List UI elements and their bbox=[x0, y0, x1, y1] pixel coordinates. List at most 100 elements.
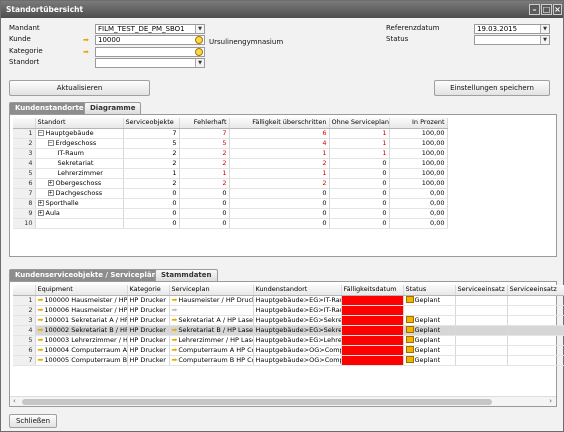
einstellungen-speichern-button[interactable]: Einstellungen speichern bbox=[434, 80, 550, 96]
expand-icon[interactable]: + bbox=[47, 179, 54, 186]
column-header[interactable]: Serviceeinsatz bbox=[507, 285, 564, 296]
choose-from-list-icon[interactable] bbox=[195, 48, 203, 56]
expand-icon[interactable]: + bbox=[37, 199, 44, 206]
table-row[interactable]: 4 ➡100002 Sekretariat B / HP HP Drucker ➡Se… bbox=[13, 325, 564, 336]
link-arrow-icon[interactable]: ➡ bbox=[37, 305, 44, 314]
status-icon bbox=[405, 346, 414, 353]
link-arrow-icon[interactable]: ➡ bbox=[171, 345, 178, 354]
table-row[interactable]: 9 + Aula 0 0 0 0 0,00 bbox=[13, 208, 448, 219]
choose-from-list-icon[interactable] bbox=[195, 36, 203, 44]
standort-name: Lehrerzimmer bbox=[57, 168, 103, 177]
column-header[interactable]: Kundenstandort bbox=[253, 285, 342, 296]
serviceobjekte-cell: 0 bbox=[123, 188, 180, 199]
link-arrow-icon[interactable]: ➡ bbox=[37, 345, 44, 354]
table-row[interactable]: 6 ➡100004 Computerraum A H HP Drucker ➡Comp… bbox=[13, 345, 564, 356]
kategorie-input[interactable] bbox=[95, 47, 205, 57]
column-header[interactable]: In Prozent bbox=[389, 118, 448, 129]
serviceobjekte-cell: 2 bbox=[123, 148, 180, 159]
serviceeinsatz-cell bbox=[507, 335, 564, 346]
chevron-down-icon[interactable]: ▼ bbox=[540, 36, 549, 44]
fehlerhaft-cell: 0 bbox=[179, 198, 230, 209]
table-row[interactable]: 5 ➡100003 Lehrerzimmer / HP HP Drucker ➡Leh… bbox=[13, 335, 564, 346]
link-arrow-icon[interactable]: ➡ bbox=[37, 325, 44, 334]
chevron-down-icon[interactable]: ▼ bbox=[540, 25, 549, 33]
table-row[interactable]: 7 ➡100005 Computerraum B H HP Drucker ➡Comp… bbox=[13, 355, 564, 366]
table-row[interactable]: 2− Erdgeschoss 5 5 4 1 100,00 bbox=[13, 138, 448, 149]
mandant-select[interactable]: FILM_TEST_DE_PM_SBO1 ▼ bbox=[95, 24, 205, 34]
standort-name: Sekretariat bbox=[57, 158, 94, 167]
link-arrow-icon[interactable]: ➡ bbox=[83, 48, 89, 56]
table-row[interactable]: 1 ➡100000 Hausmeister / HP HP Drucker ➡Haus… bbox=[13, 295, 564, 306]
horizontal-scrollbar[interactable]: ‹ › bbox=[10, 396, 556, 406]
referenzdatum-input[interactable]: 19.03.2015 ▼ bbox=[474, 24, 550, 34]
status-cell: Geplant bbox=[403, 315, 456, 326]
table-row[interactable]: 6 + Obergeschoss 2 2 2 0 100,00 bbox=[13, 178, 448, 189]
schliessen-button[interactable]: Schließen bbox=[9, 414, 57, 428]
serviceplan-cell: ➡Sekretariat B / HP Lase bbox=[169, 325, 254, 336]
close-icon[interactable]: × bbox=[553, 4, 562, 15]
tab-diagramme[interactable]: Diagramme bbox=[84, 102, 142, 114]
standorte-table: Standort Serviceobjekte Fehlerhaft Fälli… bbox=[13, 118, 448, 229]
table-row[interactable]: 8 + Sporthalle 0 0 0 0 0,00 bbox=[13, 198, 448, 209]
aktualisieren-button[interactable]: Aktualisieren bbox=[9, 80, 150, 96]
link-arrow-icon[interactable]: ➡ bbox=[83, 36, 89, 44]
link-arrow-icon[interactable]: ➡ bbox=[37, 355, 44, 364]
scroll-right-icon[interactable]: › bbox=[549, 397, 552, 405]
column-header[interactable]: Fälligkeit überschritten bbox=[229, 118, 330, 129]
serviceobjekte-cell: 2 bbox=[123, 178, 180, 189]
column-header[interactable]: Serviceeinsatz bbox=[455, 285, 508, 296]
link-arrow-icon[interactable]: ➡ bbox=[37, 295, 44, 304]
table-row[interactable]: 1− Hauptgebäude 7 7 6 1 100,00 bbox=[13, 128, 448, 139]
column-header[interactable]: Ohne Serviceplan bbox=[329, 118, 390, 129]
column-header[interactable]: Kategorie bbox=[127, 285, 170, 296]
link-arrow-icon[interactable]: ➡ bbox=[37, 315, 44, 324]
table-row[interactable]: 2 ➡100006 Hausmeister / HP HP Drucker ➡ Haup… bbox=[13, 305, 564, 316]
table-row[interactable]: 10 0 0 0 0 0,00 bbox=[13, 218, 448, 229]
link-arrow-icon[interactable]: ➡ bbox=[171, 315, 178, 324]
equipment-value: 100004 Computerraum A H bbox=[44, 345, 127, 354]
table-row[interactable]: 4 Sekretariat 2 2 2 0 100,00 bbox=[13, 158, 448, 169]
expand-icon[interactable]: + bbox=[37, 209, 44, 216]
status-value: Geplant bbox=[414, 295, 441, 304]
link-arrow-icon[interactable]: ➡ bbox=[37, 335, 44, 344]
fehlerhaft-cell: 5 bbox=[179, 138, 230, 149]
serviceplan-cell: ➡Computerraum B HP Co bbox=[169, 355, 254, 366]
expand-icon[interactable]: + bbox=[47, 189, 54, 196]
row-number: 7 bbox=[13, 355, 36, 366]
column-header[interactable]: Serviceplan bbox=[169, 285, 254, 296]
table-row[interactable]: 7 + Dachgeschoss 0 0 0 0 0,00 bbox=[13, 188, 448, 199]
tab-kundenstandorte[interactable]: Kundenstandorte bbox=[9, 102, 90, 114]
collapse-icon[interactable]: − bbox=[47, 139, 54, 146]
fehlerhaft-cell: 0 bbox=[179, 218, 230, 229]
link-arrow-icon[interactable]: ➡ bbox=[171, 295, 178, 304]
table-row[interactable]: 5 Lehrerzimmer 1 1 1 0 100,00 bbox=[13, 168, 448, 179]
scroll-left-icon[interactable]: ‹ bbox=[13, 397, 16, 405]
link-arrow-icon[interactable]: ➡ bbox=[171, 305, 178, 314]
link-arrow-icon[interactable]: ➡ bbox=[171, 335, 178, 344]
collapse-icon[interactable]: − bbox=[37, 129, 44, 136]
table-row[interactable]: 3 IT-Raum 2 2 1 1 100,00 bbox=[13, 148, 448, 159]
status-value: Geplant bbox=[414, 325, 441, 334]
column-header[interactable]: Status bbox=[403, 285, 456, 296]
kunde-input[interactable]: 10000 bbox=[95, 35, 205, 45]
column-header[interactable]: Fälligkeitsdatum bbox=[341, 285, 404, 296]
minimize-icon[interactable]: – bbox=[529, 4, 540, 15]
tab-stammdaten[interactable]: Stammdaten bbox=[155, 269, 218, 281]
scrollbar-thumb[interactable] bbox=[22, 399, 492, 405]
table-row[interactable]: 3 ➡100001 Sekretariat A / HP HP Drucker ➡Se… bbox=[13, 315, 564, 326]
mandant-value: FILM_TEST_DE_PM_SBO1 bbox=[98, 25, 185, 33]
status-select[interactable]: ▼ bbox=[474, 35, 550, 45]
link-arrow-icon[interactable]: ➡ bbox=[171, 355, 178, 364]
column-header[interactable]: Serviceobjekte bbox=[123, 118, 180, 129]
chevron-down-icon[interactable]: ▼ bbox=[195, 25, 204, 33]
link-arrow-icon[interactable]: ➡ bbox=[171, 325, 178, 334]
column-header[interactable]: Equipment bbox=[35, 285, 128, 296]
standort-select[interactable]: ▼ bbox=[95, 58, 205, 68]
status-icon bbox=[405, 316, 414, 323]
column-header[interactable]: Standort bbox=[35, 118, 124, 129]
prozent-cell: 0,00 bbox=[389, 218, 448, 229]
column-header[interactable]: Fehlerhaft bbox=[179, 118, 230, 129]
tab-kundenserviceobjekte[interactable]: Kundenserviceobjekte / Servicepläne bbox=[9, 269, 168, 281]
maximize-icon[interactable]: □ bbox=[541, 4, 552, 15]
chevron-down-icon[interactable]: ▼ bbox=[195, 59, 204, 67]
